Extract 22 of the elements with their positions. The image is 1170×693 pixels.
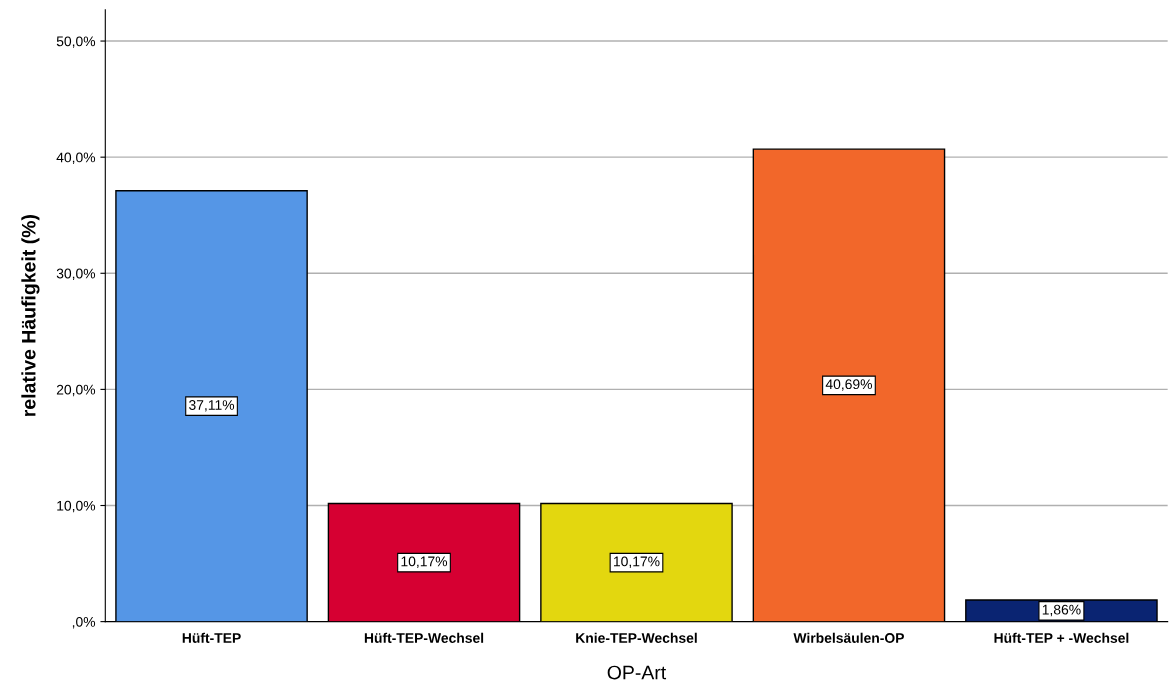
x-axis-title: OP-Art: [607, 665, 667, 680]
y-tick-label: 30,0%: [56, 268, 96, 281]
bar: [327, 502, 521, 622]
bar: [752, 148, 946, 622]
y-tick-label: 10,0%: [57, 500, 96, 513]
data-label: 10,17%: [401, 556, 448, 568]
y-tick-label: ,0%: [72, 616, 96, 629]
x-tick-label: Knie-TEP-Wechsel: [576, 632, 697, 643]
x-tick-label: Hüft-TEP + -Wechsel: [994, 632, 1129, 643]
bar: [540, 502, 733, 622]
data-label: 40,69%: [825, 379, 873, 391]
y-axis-title: relative Häufigkeit (%): [21, 215, 40, 416]
y-tick-label: 50,0%: [56, 36, 96, 48]
bar: [115, 190, 308, 622]
x-tick-label: Wirbelsäulen-OP: [793, 632, 904, 643]
x-tick-label: Hüft-TEP-Wechsel: [364, 632, 484, 643]
data-label: 37,11%: [189, 400, 235, 412]
y-tick-label: 20,0%: [56, 384, 96, 397]
x-tick-label: Hüft-TEP: [182, 632, 241, 643]
y-tick-label: 40,0%: [56, 152, 96, 164]
data-label: 10,17%: [613, 556, 660, 568]
data-label: 1,86%: [1042, 604, 1081, 617]
